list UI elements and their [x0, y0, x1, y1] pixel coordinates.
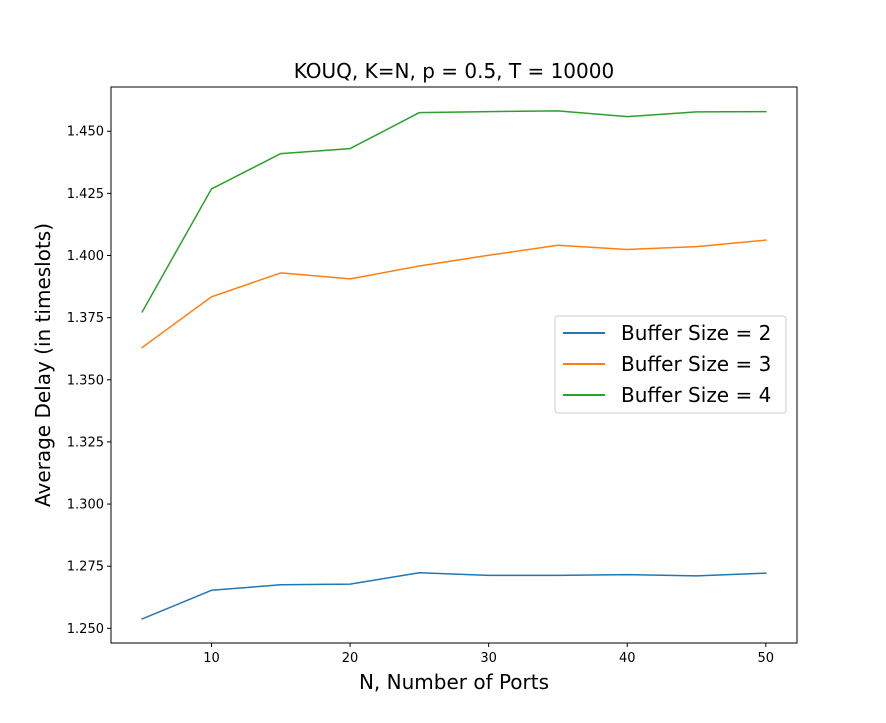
- plot-frame: [110, 86, 798, 644]
- series-line-buffer-size-4: [141, 110, 767, 313]
- y-tick-label: 1.400: [67, 249, 104, 264]
- x-tick-label: 10: [203, 651, 220, 666]
- x-tick-label: 30: [480, 651, 497, 666]
- y-axis-ticks: 1.250 1.275 1.300 1.325 1.350 1.375 1.400 1.425…: [67, 125, 111, 637]
- y-tick-label: 1.325: [67, 435, 104, 450]
- y-tick-label: 1.250: [67, 622, 104, 637]
- series-lines: [141, 110, 767, 620]
- y-axis-label: Average Delay (in timeslots): [31, 223, 55, 507]
- y-tick-label: 1.375: [67, 311, 104, 326]
- y-tick-label: 1.425: [67, 187, 104, 202]
- series-line-buffer-size-2: [141, 571, 767, 620]
- x-tick-label: 20: [342, 651, 359, 666]
- legend-box: [554, 315, 787, 414]
- legend: Buffer Size = 2 Buffer Size = 3 Buffer Siz…: [554, 315, 787, 414]
- legend-label: Buffer Size = 3: [621, 352, 771, 376]
- y-tick-label: 1.300: [67, 498, 104, 513]
- x-tick-label: 50: [758, 651, 775, 666]
- y-tick-label: 1.450: [67, 125, 104, 140]
- legend-label: Buffer Size = 2: [621, 321, 771, 345]
- series-line-buffer-size-3: [141, 239, 767, 349]
- chart-title: KOUQ, K=N, p = 0.5, T = 10000: [294, 59, 614, 83]
- x-tick-label: 40: [619, 651, 636, 666]
- legend-label: Buffer Size = 4: [621, 383, 771, 407]
- x-axis-ticks: 10 20 30 40 50: [203, 643, 774, 666]
- x-axis-label: N, Number of Ports: [359, 670, 549, 694]
- y-tick-label: 1.350: [67, 373, 104, 388]
- y-tick-label: 1.275: [67, 560, 104, 575]
